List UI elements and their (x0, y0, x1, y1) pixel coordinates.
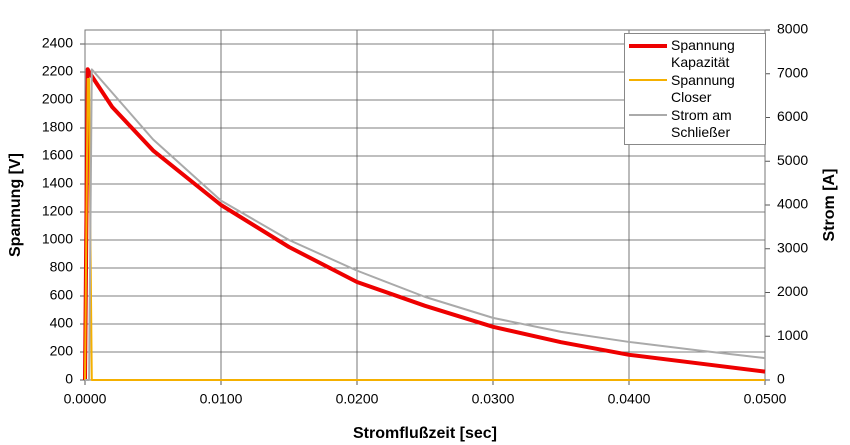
y-tick-label: 0 (65, 371, 73, 387)
legend: Spannung Kapazität Spannung Closer Strom a… (624, 33, 766, 145)
y-tick-label: 2000 (42, 91, 73, 107)
y-tick-label: 1400 (42, 175, 73, 191)
y2-axis-title: Strom [A] (821, 169, 838, 242)
legend-swatch (629, 44, 667, 48)
x-tick-label: 0.0000 (64, 391, 107, 407)
y-tick-label: 2200 (42, 63, 73, 79)
y-tick-label: 800 (50, 259, 74, 275)
y2-tick-label: 4000 (777, 196, 808, 212)
legend-item: Strom am Schließer (629, 107, 761, 141)
legend-swatch (629, 79, 667, 81)
y-tick-label: 1000 (42, 231, 73, 247)
y2-tick-label: 1000 (777, 327, 808, 343)
y-axis-title: Spannung [V] (7, 153, 24, 257)
series-line (84, 78, 765, 381)
y2-tick-label: 8000 (777, 21, 808, 37)
y-tick-label: 400 (50, 315, 74, 331)
x-tick-label: 0.0200 (336, 391, 379, 407)
y2-tick-label: 5000 (777, 152, 808, 168)
legend-swatch (629, 114, 667, 116)
x-axis-title: Stromflußzeit [sec] (353, 425, 497, 442)
y-tick-label: 2400 (42, 35, 73, 51)
x-tick-label: 0.0300 (472, 391, 515, 407)
x-tick-label: 0.0100 (200, 391, 243, 407)
legend-item: Spannung Kapazität (629, 37, 761, 71)
legend-item: Spannung Closer (629, 72, 761, 106)
series-line (83, 67, 766, 381)
legend-label: Spannung Kapazität (671, 37, 735, 70)
y-tick-label: 600 (50, 287, 74, 303)
y-tick-label: 1800 (42, 119, 73, 135)
legend-label: Strom am Schließer (671, 107, 732, 140)
x-tick-label: 0.0400 (608, 391, 651, 407)
y2-tick-label: 0 (777, 371, 785, 387)
legend-label: Spannung Closer (671, 72, 735, 105)
y2-tick-label: 2000 (777, 283, 808, 299)
series-line (85, 68, 766, 381)
y-tick-label: 1600 (42, 147, 73, 163)
y2-tick-label: 3000 (777, 239, 808, 255)
y2-tick-label: 7000 (777, 64, 808, 80)
y-tick-label: 200 (50, 343, 74, 359)
y-tick-label: 1200 (42, 203, 73, 219)
y2-tick-label: 6000 (777, 108, 808, 124)
x-tick-label: 0.0500 (744, 391, 787, 407)
